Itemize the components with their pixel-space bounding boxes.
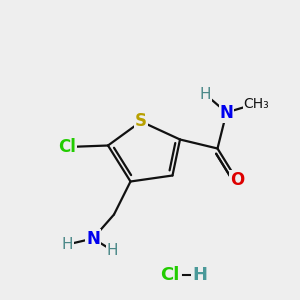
Text: N: N bbox=[220, 103, 233, 122]
Text: H: H bbox=[200, 87, 211, 102]
Text: O: O bbox=[230, 171, 244, 189]
Text: H: H bbox=[62, 237, 73, 252]
Text: H: H bbox=[107, 243, 118, 258]
Text: CH₃: CH₃ bbox=[244, 97, 269, 110]
Text: Cl: Cl bbox=[160, 266, 179, 284]
Text: N: N bbox=[86, 230, 100, 247]
Text: H: H bbox=[192, 266, 207, 284]
Text: Cl: Cl bbox=[58, 138, 76, 156]
Text: S: S bbox=[135, 112, 147, 130]
